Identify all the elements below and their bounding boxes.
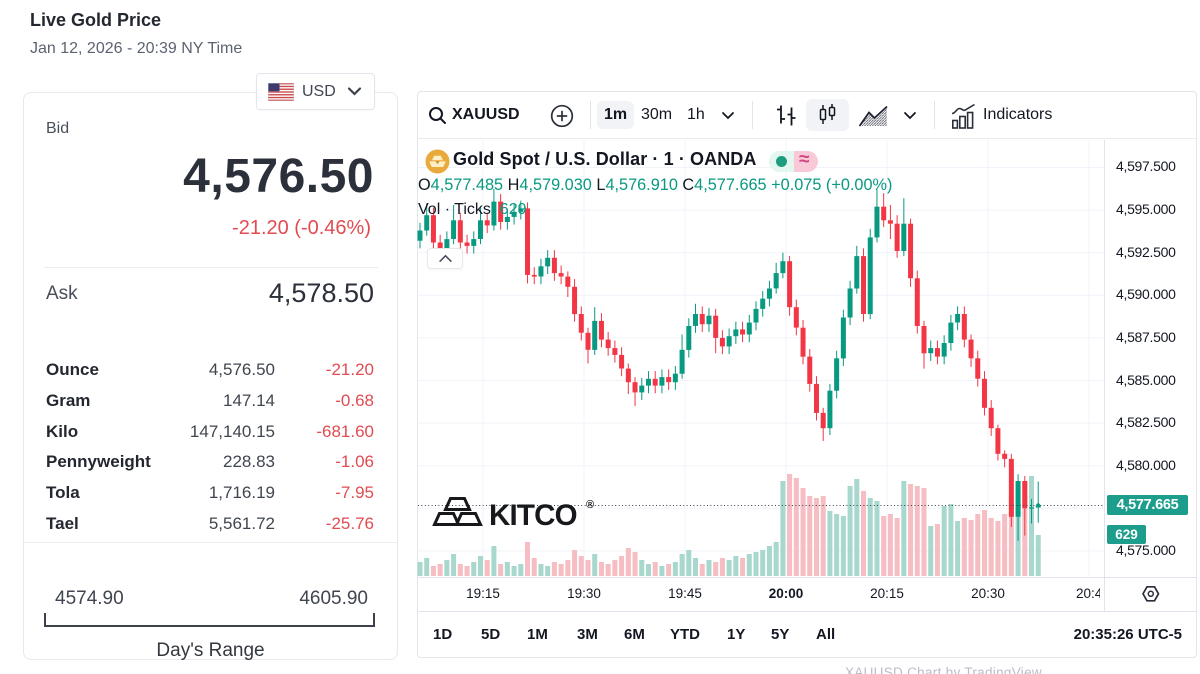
svg-text:®: ®	[586, 499, 594, 511]
svg-text:KITCO: KITCO	[489, 499, 577, 532]
